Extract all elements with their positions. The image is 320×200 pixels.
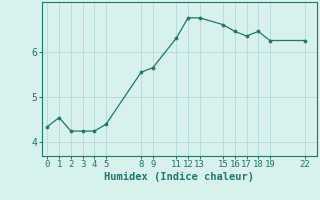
X-axis label: Humidex (Indice chaleur): Humidex (Indice chaleur) (104, 172, 254, 182)
